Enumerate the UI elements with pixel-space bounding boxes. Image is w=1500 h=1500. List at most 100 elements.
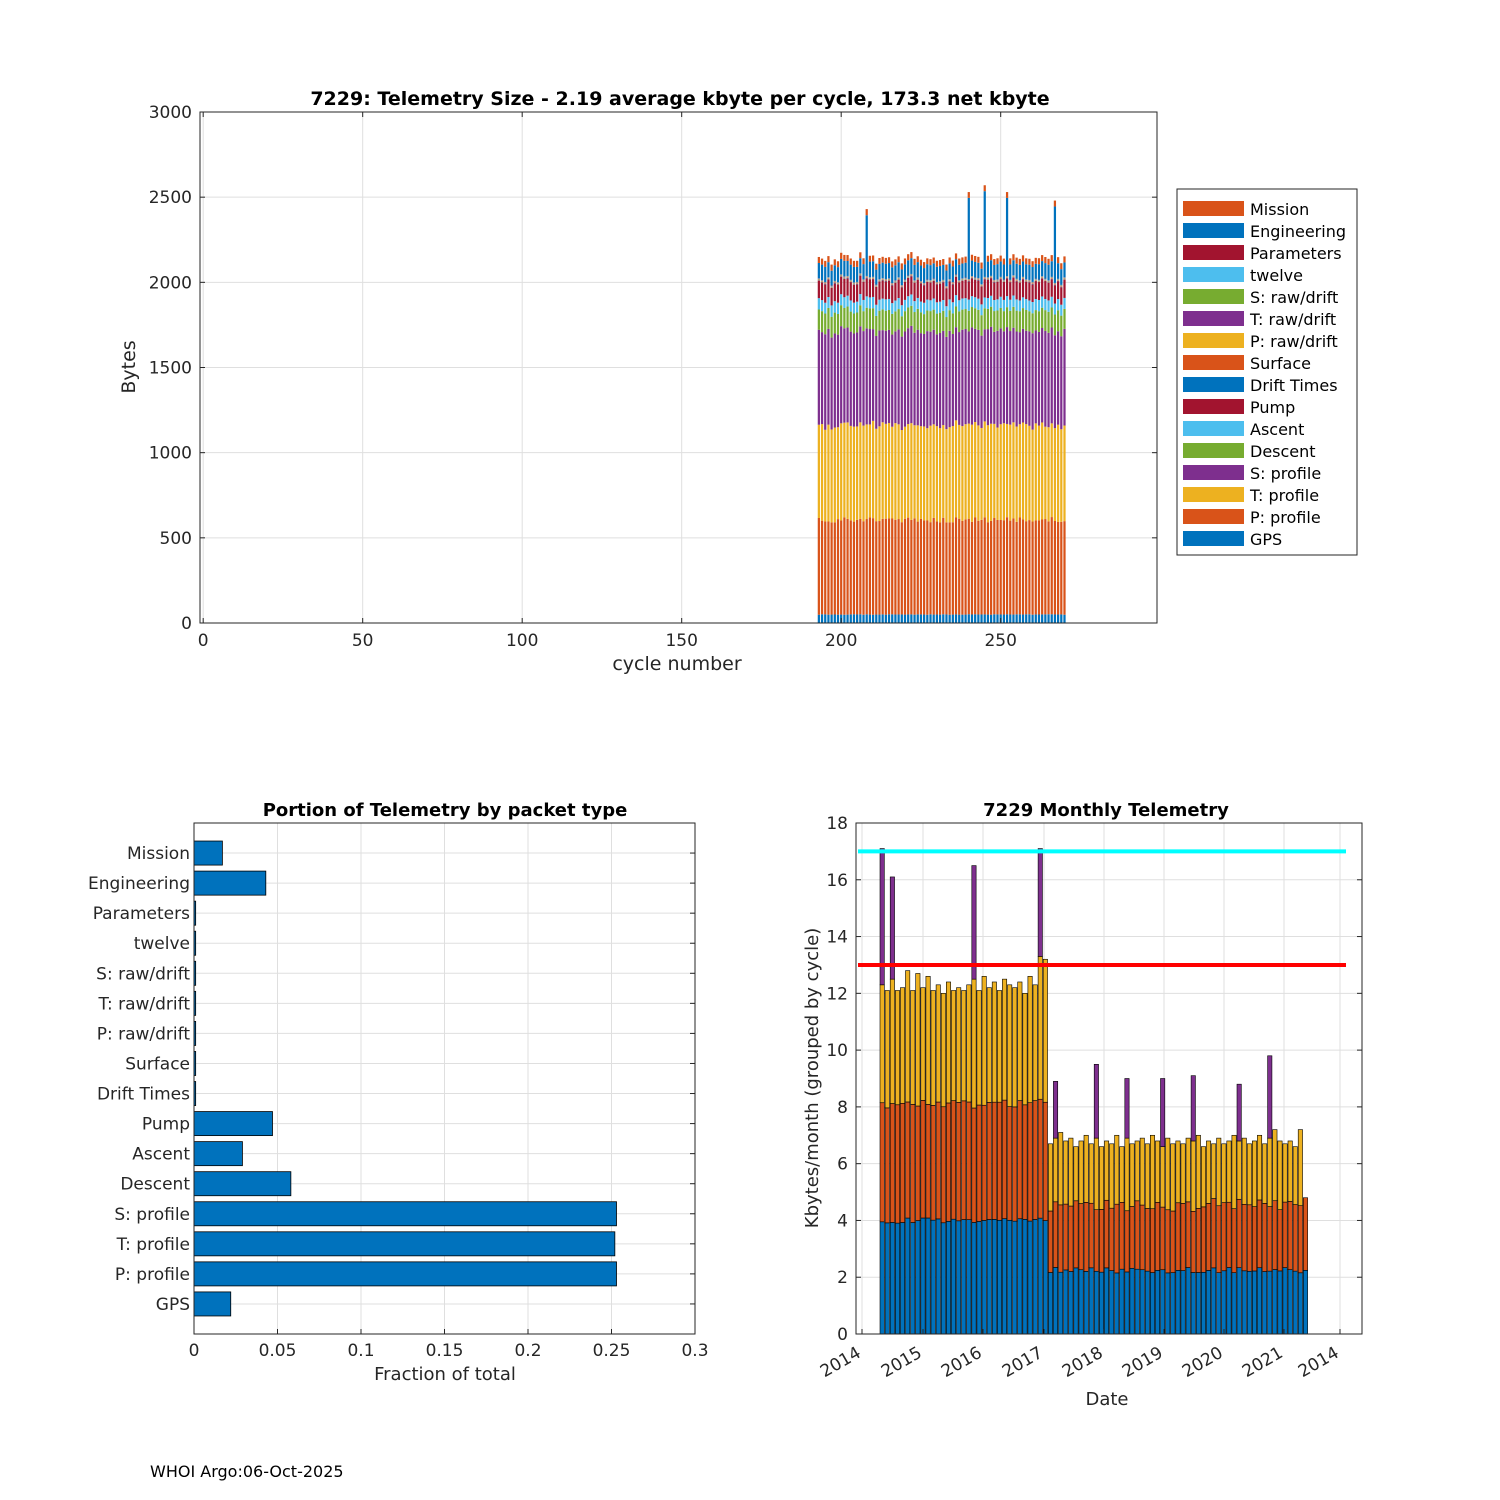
bar-segment [1068, 1205, 1074, 1272]
bar-segment [824, 266, 827, 282]
bar-segment [1073, 1267, 1079, 1335]
bar-segment [1025, 521, 1028, 615]
bar-segment [817, 424, 820, 518]
bar-segment [1109, 1207, 1115, 1271]
bar-segment [907, 517, 910, 615]
bar-segment [1050, 296, 1053, 308]
bar-stack [930, 990, 936, 1335]
bar-segment [945, 288, 948, 307]
bar-segment [833, 522, 836, 615]
bar-stack [1119, 1146, 1125, 1335]
bar-stack [954, 253, 958, 623]
bar-segment [910, 1222, 916, 1335]
bar-stack [1185, 1137, 1191, 1335]
bar-segment [1034, 310, 1037, 331]
bar-segment [1053, 314, 1057, 336]
bar-stack [948, 257, 951, 623]
bar-segment [1211, 1267, 1217, 1335]
bar-segment [875, 335, 878, 429]
bar-segment [897, 329, 900, 425]
bar-segment [970, 307, 974, 328]
bar-segment [891, 267, 894, 284]
bar-segment [986, 1102, 992, 1220]
bar-segment [1015, 614, 1018, 623]
bar-segment [1180, 1143, 1186, 1204]
bar-segment [1129, 1267, 1135, 1335]
bar-stack [1027, 975, 1033, 1335]
bar-segment [849, 311, 852, 332]
bar-segment [1048, 1272, 1053, 1335]
bar-segment [1119, 1146, 1125, 1203]
bar-segment [1002, 331, 1005, 424]
bar-segment [905, 1217, 911, 1335]
bar-segment [938, 312, 942, 333]
bar-segment [1078, 1269, 1084, 1335]
bar-segment [903, 518, 907, 615]
bar-stack [1292, 1146, 1298, 1335]
bar-segment [894, 311, 897, 332]
bar-segment [1012, 260, 1015, 276]
bar-stack [1088, 1143, 1094, 1335]
bar-segment [1028, 425, 1031, 521]
bar-segment [840, 276, 843, 295]
bar-stack [1031, 261, 1034, 623]
bar-stack [1195, 1134, 1201, 1335]
bar-stack [1002, 258, 1005, 623]
bar-segment [900, 1222, 906, 1335]
bar-stack [1041, 255, 1044, 623]
bar-segment [1015, 310, 1018, 332]
bar-segment [859, 305, 862, 327]
bar-segment [907, 254, 910, 261]
bar-segment [897, 256, 900, 263]
bar-segment [1134, 1268, 1140, 1335]
bar-segment [871, 518, 875, 615]
bar-segment [1165, 1137, 1171, 1211]
bar-segment [1002, 311, 1005, 332]
bar-stack [1257, 1134, 1263, 1335]
bar-segment [1018, 282, 1021, 301]
bar-segment [954, 253, 958, 260]
bar-segment [1005, 423, 1009, 518]
bar-segment [948, 281, 951, 300]
bar-segment [820, 520, 824, 615]
bar-segment [961, 309, 964, 330]
bar-segment [970, 254, 974, 261]
bar-segment [1027, 975, 1033, 1103]
bar-stack [1068, 1137, 1074, 1335]
bar-segment [1114, 1134, 1120, 1205]
bar-segment [1041, 327, 1044, 423]
bar-segment [1044, 519, 1047, 615]
bar-segment [1041, 422, 1044, 520]
bar-segment [1047, 311, 1050, 333]
bar-segment [915, 1220, 921, 1335]
bar-segment [971, 978, 977, 1109]
bar-segment [977, 309, 980, 330]
bar-segment [824, 313, 827, 335]
bar-segment [993, 331, 996, 424]
bar-segment [980, 268, 983, 285]
bar-segment [938, 260, 942, 266]
bar-segment [919, 259, 923, 266]
bar-stack [817, 256, 820, 623]
bar-segment [820, 424, 824, 521]
bar-segment [1124, 1271, 1130, 1335]
bar-segment [1088, 1267, 1094, 1335]
bar-segment [990, 254, 993, 261]
bar-segment [1292, 1204, 1298, 1272]
bar-segment [935, 426, 939, 522]
bar-segment [974, 255, 977, 262]
bar-stack [913, 258, 916, 623]
bar-segment [910, 990, 916, 1105]
bar-segment [862, 521, 865, 615]
bar-segment [910, 258, 913, 274]
bar-segment [996, 330, 999, 428]
bar-segment [820, 614, 824, 623]
bar-segment [938, 428, 942, 523]
bar-segment [1031, 301, 1034, 314]
bar-segment [926, 614, 929, 623]
bar-segment [1053, 285, 1057, 304]
bar-segment [948, 310, 951, 331]
bar-segment [1150, 1272, 1155, 1335]
bar-stack [1005, 192, 1009, 623]
legend-swatch [1183, 399, 1244, 414]
